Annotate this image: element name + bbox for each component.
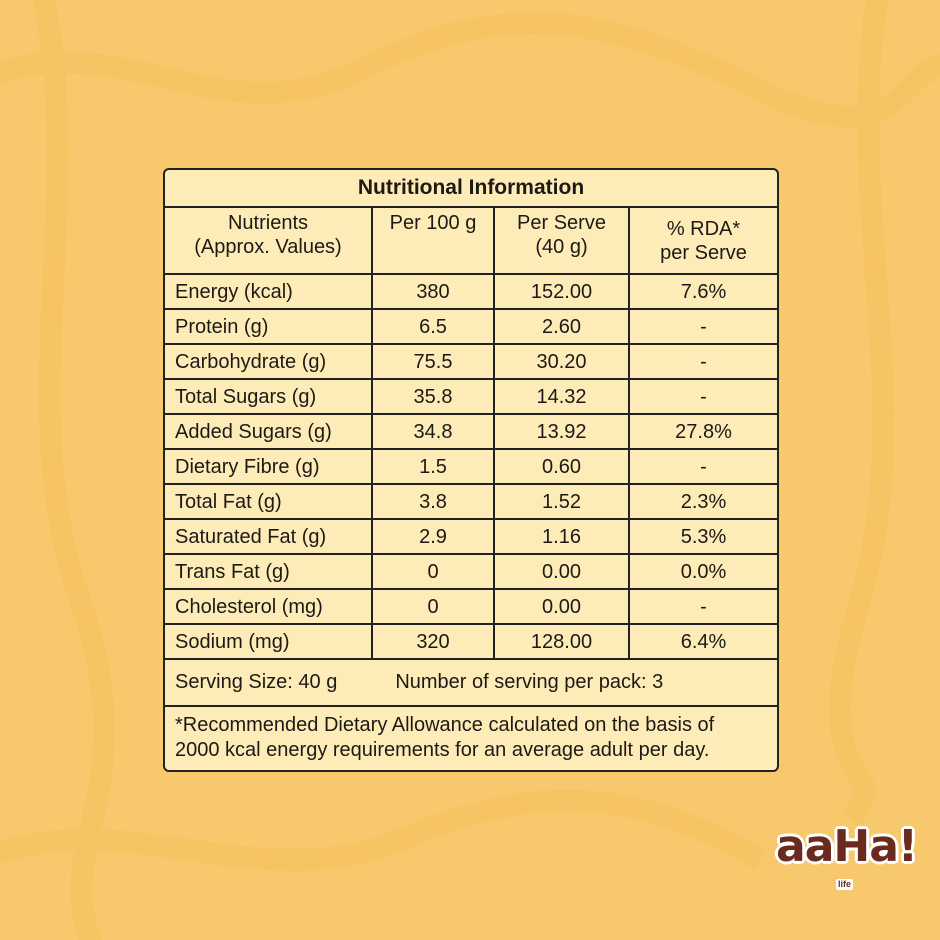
- nutrient-name: Carbohydrate (g): [165, 345, 373, 378]
- per-100g-value: 380: [373, 275, 495, 308]
- per-100g-value: 75.5: [373, 345, 495, 378]
- nutrition-table: Nutritional Information Nutrients (Approx…: [163, 168, 779, 772]
- per-serve-value: 13.92: [495, 415, 630, 448]
- footnote: *Recommended Dietary Allowance calculate…: [165, 707, 777, 769]
- header-nutrients: Nutrients (Approx. Values): [165, 208, 373, 273]
- nutrient-name: Protein (g): [165, 310, 373, 343]
- table-row: Trans Fat (g) 0 0.00 0.0%: [165, 555, 777, 590]
- per-100g-value: 3.8: [373, 485, 495, 518]
- table-title: Nutritional Information: [165, 170, 777, 208]
- rda-value: -: [700, 455, 707, 478]
- rda-value: 6.4%: [680, 630, 727, 653]
- brand-logo: aaHa!: [776, 821, 918, 872]
- header-text: Per 100 g: [389, 212, 477, 234]
- header-rda: % RDA* per Serve: [630, 208, 777, 273]
- per-serve-value: 0.00: [495, 555, 630, 588]
- nutrient-name: Dietary Fibre (g): [165, 450, 373, 483]
- nutrient-name: Cholesterol (mg): [165, 590, 373, 623]
- serving-size: Serving Size: 40 g: [175, 671, 338, 693]
- per-serve-value: 1.52: [495, 485, 630, 518]
- per-serve-value: 14.32: [495, 380, 630, 413]
- nutrient-name: Saturated Fat (g): [165, 520, 373, 553]
- per-serve-value: 0.60: [495, 450, 630, 483]
- per-100g-value: 2.9: [373, 520, 495, 553]
- rda-value: -: [700, 350, 707, 373]
- table-row: Sodium (mg) 320 128.00 6.4%: [165, 625, 777, 660]
- per-serve-value: 1.16: [495, 520, 630, 553]
- header-text: per Serve: [660, 242, 747, 264]
- table-row: Added Sugars (g) 34.8 13.92 27.8%: [165, 415, 777, 450]
- rda-value: 7.6%: [680, 280, 727, 303]
- rda-value: 0.0%: [680, 560, 727, 583]
- per-100g-value: 35.8: [373, 380, 495, 413]
- per-serve-value: 30.20: [495, 345, 630, 378]
- per-serve-value: 0.00: [495, 590, 630, 623]
- header-text: Nutrients: [227, 212, 308, 234]
- rda-value: -: [700, 315, 707, 338]
- per-100g-value: 0: [373, 555, 495, 588]
- rda-value: 2.3%: [680, 490, 727, 513]
- nutrient-name: Trans Fat (g): [165, 555, 373, 588]
- nutrient-name: Sodium (mg): [165, 625, 373, 658]
- per-100g-value: 34.8: [373, 415, 495, 448]
- header-text: (Approx. Values): [194, 236, 342, 258]
- header-per-100g: Per 100 g: [373, 208, 495, 273]
- table-row: Saturated Fat (g) 2.9 1.16 5.3%: [165, 520, 777, 555]
- per-100g-value: 320: [373, 625, 495, 658]
- footnote-line: *Recommended Dietary Allowance calculate…: [175, 714, 715, 736]
- nutrient-name: Energy (kcal): [165, 275, 373, 308]
- nutrient-name: Total Sugars (g): [165, 380, 373, 413]
- rda-value: 27.8%: [675, 420, 732, 443]
- servings-per-pack: Number of serving per pack: 3: [395, 671, 664, 693]
- table-row: Protein (g) 6.5 2.60 -: [165, 310, 777, 345]
- nutrient-name: Added Sugars (g): [165, 415, 373, 448]
- table-row: Total Sugars (g) 35.8 14.32 -: [165, 380, 777, 415]
- nutrient-name: Total Fat (g): [165, 485, 373, 518]
- table-row: Cholesterol (mg) 0 0.00 -: [165, 590, 777, 625]
- rda-value: 5.3%: [680, 525, 727, 548]
- per-100g-value: 6.5: [373, 310, 495, 343]
- header-per-serve: Per Serve (40 g): [495, 208, 630, 273]
- header-row: Nutrients (Approx. Values) Per 100 g Per …: [165, 208, 777, 275]
- serving-info-row: Serving Size: 40 g Number of serving per…: [165, 660, 777, 707]
- per-serve-value: 152.00: [495, 275, 630, 308]
- brand-logo-sub: life: [836, 879, 854, 890]
- per-serve-value: 128.00: [495, 625, 630, 658]
- table-row: Energy (kcal) 380 152.00 7.6%: [165, 275, 777, 310]
- rda-value: -: [700, 595, 707, 618]
- table-row: Carbohydrate (g) 75.5 30.20 -: [165, 345, 777, 380]
- per-serve-value: 2.60: [495, 310, 630, 343]
- per-100g-value: 0: [373, 590, 495, 623]
- per-100g-value: 1.5: [373, 450, 495, 483]
- footnote-line: 2000 kcal energy requirements for an ave…: [175, 739, 710, 761]
- table-row: Total Fat (g) 3.8 1.52 2.3%: [165, 485, 777, 520]
- rda-value: -: [700, 385, 707, 408]
- header-text: (40 g): [535, 236, 588, 258]
- table-row: Dietary Fibre (g) 1.5 0.60 -: [165, 450, 777, 485]
- header-text: % RDA*: [666, 218, 741, 240]
- header-text: Per Serve: [517, 212, 606, 234]
